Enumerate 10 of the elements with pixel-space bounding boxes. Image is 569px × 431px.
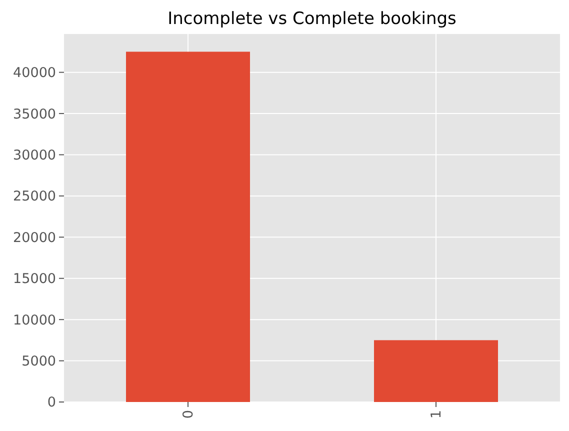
y-tick-label: 15000	[13, 271, 56, 288]
y-tick-label: 20000	[13, 230, 56, 246]
x-tick-label: 1	[428, 410, 445, 419]
y-tick-label: 30000	[13, 147, 56, 164]
y-tick-label: 40000	[13, 65, 56, 82]
chart-title: Incomplete vs Complete bookings	[168, 9, 457, 29]
y-tick-label: 35000	[13, 106, 56, 122]
y-tick-label: 10000	[13, 312, 56, 328]
y-tick-label: 5000	[22, 354, 56, 370]
y-tick-label: 25000	[13, 188, 56, 205]
